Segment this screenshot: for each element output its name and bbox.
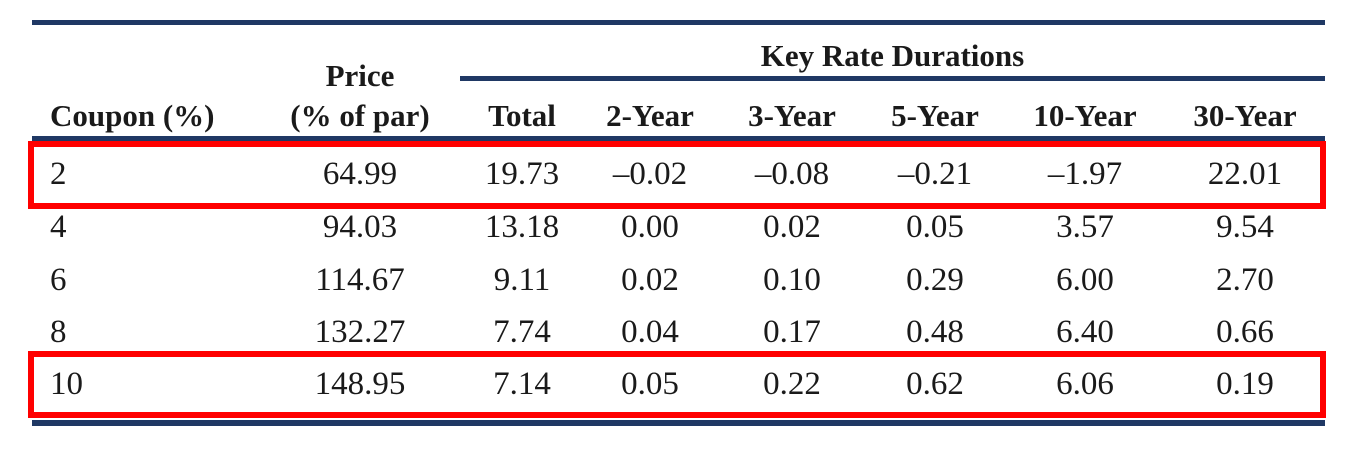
cell-30-year: 9.54 — [1216, 209, 1274, 245]
cell-2-year: 0.02 — [621, 262, 679, 298]
header-rule — [32, 136, 1325, 141]
header-30-year: 30-Year — [1193, 98, 1297, 133]
header-coupon: Coupon (%) — [50, 98, 215, 133]
cell-coupon: 4 — [50, 209, 67, 245]
cell-coupon: 8 — [50, 314, 67, 350]
top-rule — [32, 20, 1325, 25]
cell-30-year: 0.19 — [1216, 366, 1274, 402]
header-3-year: 3-Year — [748, 98, 836, 133]
group-header-rule — [460, 76, 1325, 81]
cell-price: 148.95 — [314, 366, 406, 402]
cell-2-year: 0.00 — [621, 209, 679, 245]
cell-10-year: –1.97 — [1047, 156, 1123, 192]
cell-5-year: 0.29 — [906, 262, 964, 298]
cell-3-year: 0.02 — [763, 209, 821, 245]
cell-3-year: –0.08 — [754, 156, 830, 192]
cell-10-year: 3.57 — [1056, 209, 1114, 245]
cell-10-year: 6.00 — [1056, 262, 1114, 298]
header-2-year: 2-Year — [606, 98, 694, 133]
cell-30-year: 22.01 — [1207, 156, 1283, 192]
cell-10-year: 6.40 — [1056, 314, 1114, 350]
cell-30-year: 0.66 — [1216, 314, 1274, 350]
cell-coupon: 2 — [50, 156, 67, 192]
cell-price: 114.67 — [315, 262, 405, 298]
row-highlight-box — [28, 351, 1326, 418]
cell-price: 94.03 — [322, 209, 398, 245]
bottom-rule — [32, 420, 1325, 426]
cell-2-year: 0.05 — [621, 366, 679, 402]
cell-3-year: 0.22 — [763, 366, 821, 402]
header-total: Total — [488, 98, 556, 133]
cell-total: 7.14 — [493, 366, 551, 402]
cell-5-year: 0.05 — [906, 209, 964, 245]
header-price-line1: Price — [325, 58, 395, 93]
cell-price: 132.27 — [314, 314, 406, 350]
cell-5-year: 0.48 — [906, 314, 964, 350]
cell-total: 7.74 — [493, 314, 551, 350]
cell-2-year: –0.02 — [612, 156, 688, 192]
group-header-key-rate-durations: Key Rate Durations — [760, 38, 1025, 73]
cell-5-year: –0.21 — [897, 156, 973, 192]
cell-10-year: 6.06 — [1056, 366, 1114, 402]
header-price-line2: (% of par) — [290, 98, 430, 133]
header-5-year: 5-Year — [891, 98, 979, 133]
cell-total: 19.73 — [484, 156, 560, 192]
cell-total: 9.11 — [493, 262, 551, 298]
cell-5-year: 0.62 — [906, 366, 964, 402]
cell-2-year: 0.04 — [621, 314, 679, 350]
header-10-year: 10-Year — [1033, 98, 1137, 133]
row-highlight-box — [28, 141, 1326, 209]
cell-total: 13.18 — [484, 209, 560, 245]
cell-3-year: 0.17 — [763, 314, 821, 350]
cell-30-year: 2.70 — [1216, 262, 1274, 298]
cell-coupon: 6 — [50, 262, 67, 298]
cell-3-year: 0.10 — [763, 262, 821, 298]
cell-coupon: 10 — [50, 366, 83, 402]
cell-price: 64.99 — [322, 156, 398, 192]
